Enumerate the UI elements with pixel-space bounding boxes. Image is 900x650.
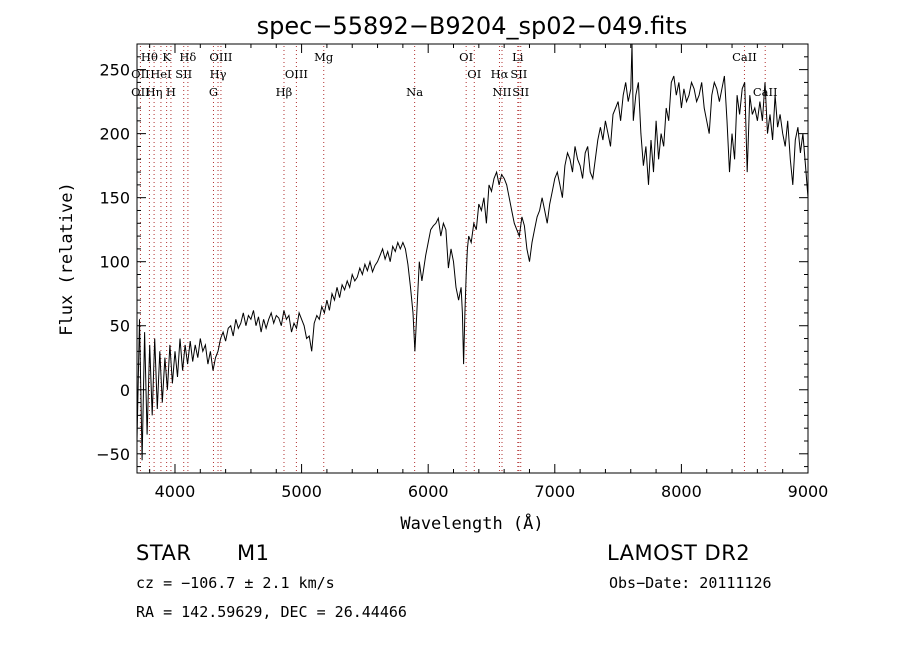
- spectral-line-label: HeI: [150, 67, 171, 81]
- plot-frame: [136, 43, 809, 474]
- x-tick-label: 7000: [534, 482, 575, 501]
- spectral-line-label: OII: [131, 67, 150, 81]
- spectral-line-label: Hβ: [276, 85, 293, 99]
- spectrum-series-line: [136, 43, 809, 461]
- spectral-line-label: K: [162, 50, 171, 64]
- survey-name: LAMOST DR2: [607, 541, 751, 565]
- spectral-line-label: Hη: [146, 85, 163, 99]
- spectral-line-label: OI: [467, 67, 481, 81]
- spectral-line-label: H: [166, 85, 176, 99]
- x-tick-label: 6000: [408, 482, 449, 501]
- spectral-line-label: SII: [510, 67, 527, 81]
- y-tick-label: 50: [110, 317, 130, 336]
- spectral-line-label: OIII: [285, 67, 308, 81]
- chart-title: spec−55892−B9204_sp02−049.fits: [257, 12, 688, 40]
- observation-date: Obs−Date: 20111126: [609, 574, 772, 592]
- y-tick-label: 0: [120, 381, 130, 400]
- spectral-line-label: OII: [131, 85, 150, 99]
- spectral-line-label: Mg: [314, 50, 334, 64]
- spectral-line-label: SII: [512, 85, 529, 99]
- coordinates: RA = 142.59629, DEC = 26.44466: [136, 603, 407, 621]
- y-axis-label: Flux (relative): [57, 182, 77, 336]
- x-tick-label: 5000: [281, 482, 322, 501]
- y-tick-label: −50: [96, 445, 130, 464]
- y-tick-label: 100: [99, 253, 130, 272]
- object-class: STAR: [136, 541, 192, 565]
- redshift-cz: cz = −106.7 ± 2.1 km/s: [136, 574, 335, 592]
- spectral-line-label: OI: [459, 50, 473, 64]
- spectral-line-label: Hα: [491, 67, 509, 81]
- x-tick-label: 9000: [788, 482, 829, 501]
- y-tick-label: 250: [99, 61, 130, 80]
- x-axis-label: Wavelength (Å): [400, 512, 543, 534]
- spectral-line-label: G: [209, 85, 218, 99]
- spectral-line-label: NII: [492, 85, 511, 99]
- spectral-line-label: CaII: [732, 50, 757, 64]
- spectral-line-label: Li: [512, 50, 524, 64]
- spectral-line-label: Na: [406, 85, 423, 99]
- y-axis-ticks: −50 0 50 100 150 200 250: [96, 43, 808, 468]
- spectral-line-label: Hδ: [179, 50, 196, 64]
- spectral-line-label: OIII: [209, 50, 232, 64]
- y-tick-label: 200: [99, 125, 130, 144]
- spectral-line-label: Hγ: [210, 67, 227, 81]
- x-axis-ticks: 4000 5000 6000 7000 8000 9000: [149, 44, 829, 501]
- spectral-line-label: SII: [175, 67, 192, 81]
- object-subclass: M1: [237, 541, 270, 565]
- x-tick-label: 4000: [155, 482, 196, 501]
- x-tick-label: 8000: [661, 482, 702, 501]
- spectral-line-label: Hθ: [141, 50, 158, 64]
- y-tick-label: 150: [99, 189, 130, 208]
